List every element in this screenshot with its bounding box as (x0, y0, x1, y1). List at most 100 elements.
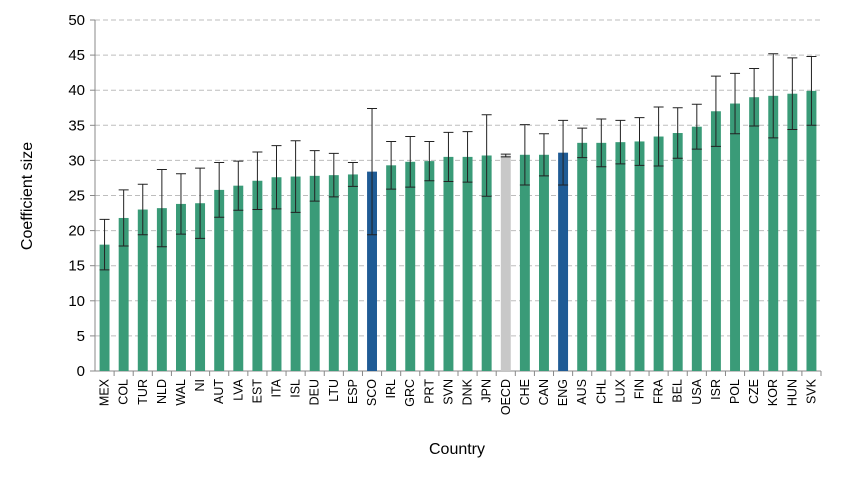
x-tick-label: SVN (441, 379, 455, 405)
y-tick-label: 0 (77, 363, 85, 380)
x-tick-label: NLD (155, 379, 169, 404)
y-tick-label: 10 (68, 293, 85, 310)
error-bar (99, 218, 110, 271)
error-bar (309, 150, 320, 202)
error-bar (672, 107, 683, 159)
error-bar (691, 103, 702, 150)
x-tick-label: EST (250, 379, 264, 404)
error-bar (252, 151, 263, 211)
bar (500, 155, 511, 371)
bar (710, 111, 721, 371)
x-tick-label: GRC (403, 379, 417, 407)
x-tick-label: MEX (98, 378, 112, 406)
bar (99, 244, 110, 371)
x-tick-label: CHE (518, 379, 532, 405)
error-bar (367, 107, 378, 236)
bar (558, 152, 569, 371)
bar (672, 133, 683, 371)
x-tick-label: JPN (480, 379, 494, 403)
bar (768, 95, 779, 371)
error-bar (137, 183, 148, 236)
x-tick-label: CZE (747, 379, 761, 404)
x-tick-label: ESP (346, 379, 360, 404)
x-tick-label: ISR (709, 379, 723, 400)
y-tick-label: 30 (68, 152, 85, 169)
x-tick-label: POL (728, 379, 742, 404)
y-axis-title: Coefficient size (19, 142, 36, 250)
error-bar (787, 57, 798, 131)
x-tick-label: LUX (613, 378, 627, 403)
error-bar (195, 167, 206, 239)
bar (730, 103, 740, 372)
bar (539, 154, 549, 371)
error-bar (538, 133, 549, 177)
error-bar (328, 152, 339, 198)
bar (233, 185, 244, 371)
x-tick-label: NI (193, 379, 207, 392)
x-tick-label: USA (690, 378, 704, 404)
x-tick-label: KOR (766, 379, 780, 406)
error-bar (558, 119, 569, 186)
y-tick-label: 40 (68, 82, 85, 99)
error-bar (271, 145, 282, 210)
x-tick-label: HUN (785, 379, 799, 406)
bar (577, 142, 588, 371)
y-tick-label: 5 (77, 328, 85, 345)
error-bar (424, 140, 435, 182)
y-tick-label: 50 (68, 12, 85, 29)
x-tick-label: AUS (575, 379, 589, 405)
error-bar (653, 106, 664, 167)
y-tick-label: 45 (68, 47, 85, 64)
bar (481, 155, 492, 371)
error-bar (500, 153, 511, 158)
error-bar (233, 160, 244, 211)
bar (214, 189, 225, 371)
bar (519, 154, 530, 371)
bar (156, 208, 167, 371)
error-bar (175, 173, 186, 235)
error-bar (214, 162, 225, 218)
error-bar (749, 67, 760, 127)
error-bar (730, 72, 741, 135)
x-tick-label: DNK (461, 378, 475, 405)
x-tick-label: PRT (422, 379, 436, 404)
bar (118, 217, 129, 371)
bar (367, 171, 377, 371)
bar (634, 141, 645, 371)
error-bar (118, 189, 129, 247)
error-bar (443, 131, 454, 182)
x-tick-label: ISL (289, 379, 303, 398)
bar (615, 142, 626, 371)
x-tick-label: COL (117, 379, 131, 405)
x-tick-label: IRL (384, 379, 398, 399)
x-tick-label: SCO (365, 379, 379, 406)
bar (137, 209, 148, 371)
bar (424, 161, 435, 371)
x-tick-label: FRA (652, 378, 666, 404)
x-tick-label: LVA (231, 378, 245, 400)
x-tick-label: CAN (537, 379, 551, 405)
x-tick-label: WAL (174, 379, 188, 406)
error-bar (386, 140, 397, 190)
error-bar (156, 169, 167, 248)
error-bar (615, 119, 626, 165)
bar (386, 165, 397, 371)
x-tick-label: ITA (270, 378, 284, 397)
bar (596, 142, 607, 371)
error-bar (806, 56, 817, 126)
bar (271, 177, 282, 371)
y-tick-label: 20 (68, 223, 85, 240)
error-bar (481, 114, 492, 197)
x-tick-label: FIN (633, 379, 647, 399)
y-tick-label: 25 (68, 188, 85, 205)
error-bar (596, 118, 607, 168)
x-axis-title: Country (429, 441, 485, 458)
bar (787, 93, 798, 372)
bar (309, 175, 320, 371)
x-tick-label: BEL (671, 379, 685, 403)
y-tick-label: 15 (68, 258, 85, 275)
error-bar (768, 53, 779, 139)
bar (443, 156, 454, 371)
x-tick-label: ENG (556, 379, 570, 406)
